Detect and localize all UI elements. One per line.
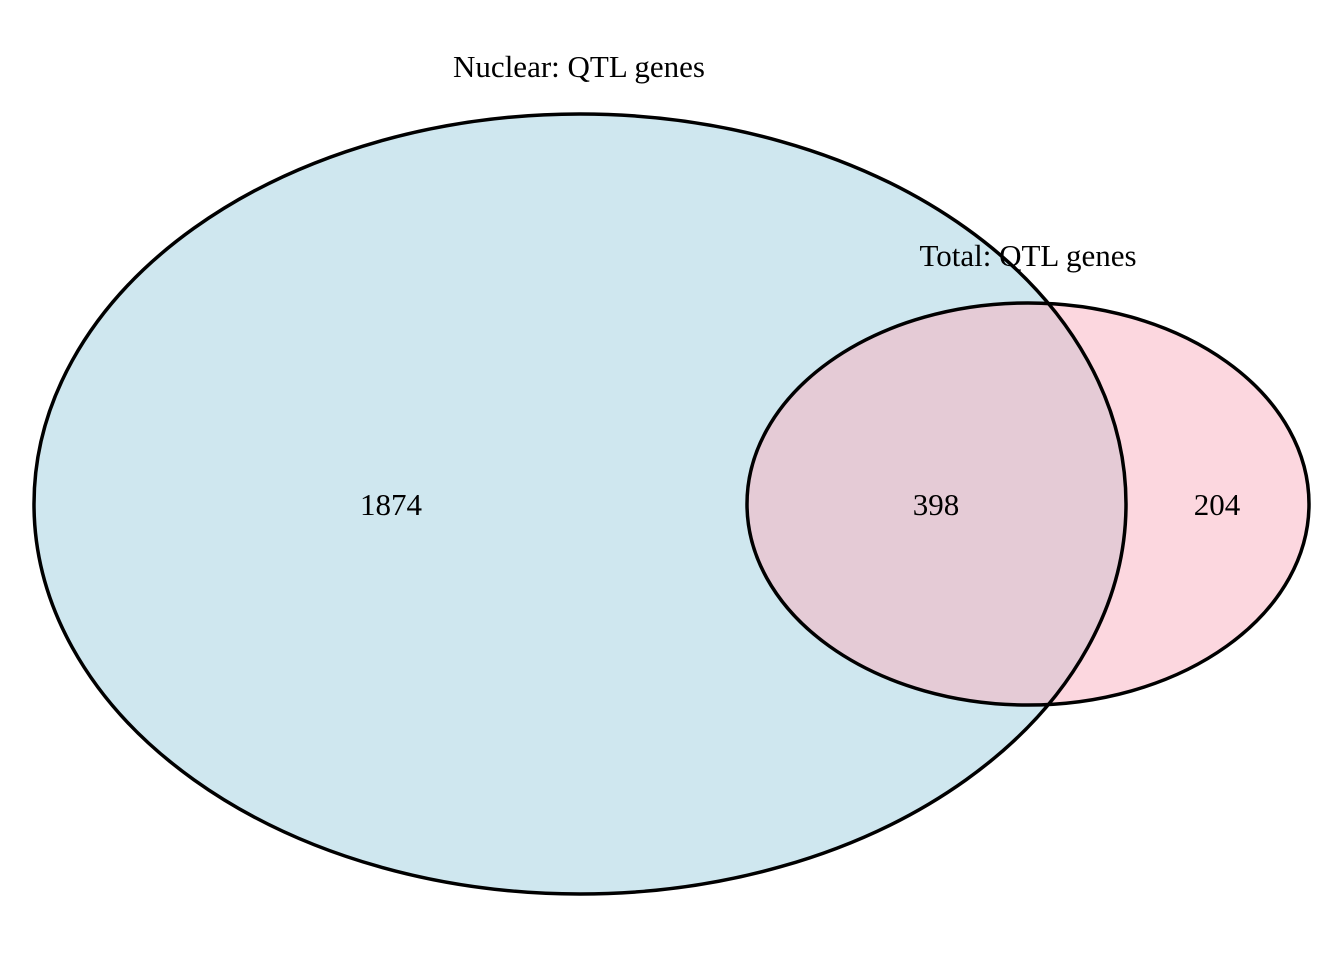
- total-only-count: 204: [1194, 487, 1241, 522]
- total-set-outline: [745, 301, 1311, 707]
- total-set-title: Total: QTL genes: [919, 238, 1136, 273]
- nuclear-set-outline: [32, 112, 1128, 896]
- nuclear-set-fill: [34, 114, 1126, 894]
- nuclear-set-title: Nuclear: QTL genes: [453, 49, 705, 84]
- intersection-count: 398: [913, 487, 960, 522]
- nuclear-only-count: 1874: [360, 487, 423, 522]
